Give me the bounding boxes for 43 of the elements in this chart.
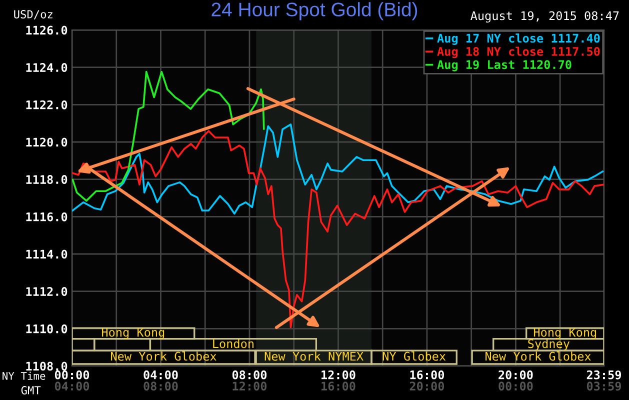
annotation: Sydney [528,338,570,350]
text: 20:00 [410,382,444,391]
chart-subtitle: August 19, 2015 08:47 [470,11,619,23]
text: 16:00 [322,382,356,391]
annotation: NY Globex [382,352,446,361]
y-tick-label: 1114.0 [26,250,68,259]
legend-label: Aug 19 Last 1120.70 [437,60,572,72]
y-tick-label: 1122.0 [26,100,68,110]
y-tick-label: 1124.0 [26,63,68,72]
x-tick-label: 08:00 [232,370,267,380]
x-tick-label: 16:00 [410,370,444,380]
chart-title: 24 Hour Spot Gold (Bid) [212,2,418,20]
y-tick-label: 1120.0 [26,138,68,147]
line-series [72,124,604,215]
y-tick-label: 1116.0 [26,212,68,222]
text: 04:00 [54,382,90,391]
x-tick-label: 12:00 [322,370,356,380]
annotation: New York NYMEX [264,352,364,361]
text: 03:59 [586,382,622,391]
y-tick-label: 1126.0 [26,26,68,35]
x-tick-label: 00:00 [54,370,90,380]
y-axis-title: USD/oz [14,10,52,20]
annotation: Hong Kong [534,328,596,340]
x-tick-label: 04:00 [144,370,178,380]
legend-label: Aug 17 NY close 1117.40 [437,34,600,45]
line-series [72,130,604,328]
text: GMT [21,386,41,394]
annotation: New York Globex [486,352,591,361]
y-tick-label: 1110.0 [26,324,68,334]
x-axis-title: NY Time [2,372,46,380]
legend-label: Aug 18 NY close 1117.50 [437,46,600,58]
text: 12:00 [232,382,267,391]
annotation: London [213,338,254,348]
x-tick-label: 20:00 [498,370,533,380]
y-tick-label: 1112.0 [26,287,68,296]
text: 08:00 [144,382,178,391]
y-tick-label: 1118.0 [26,175,68,184]
text: 00:00 [498,382,533,391]
line-series [72,70,265,202]
y-tick-label: 1108.0 [26,362,68,371]
annotation: Hong Kong [102,328,164,340]
annotation: New York Globex [111,352,216,361]
x-tick-label: 23:59 [586,370,622,380]
